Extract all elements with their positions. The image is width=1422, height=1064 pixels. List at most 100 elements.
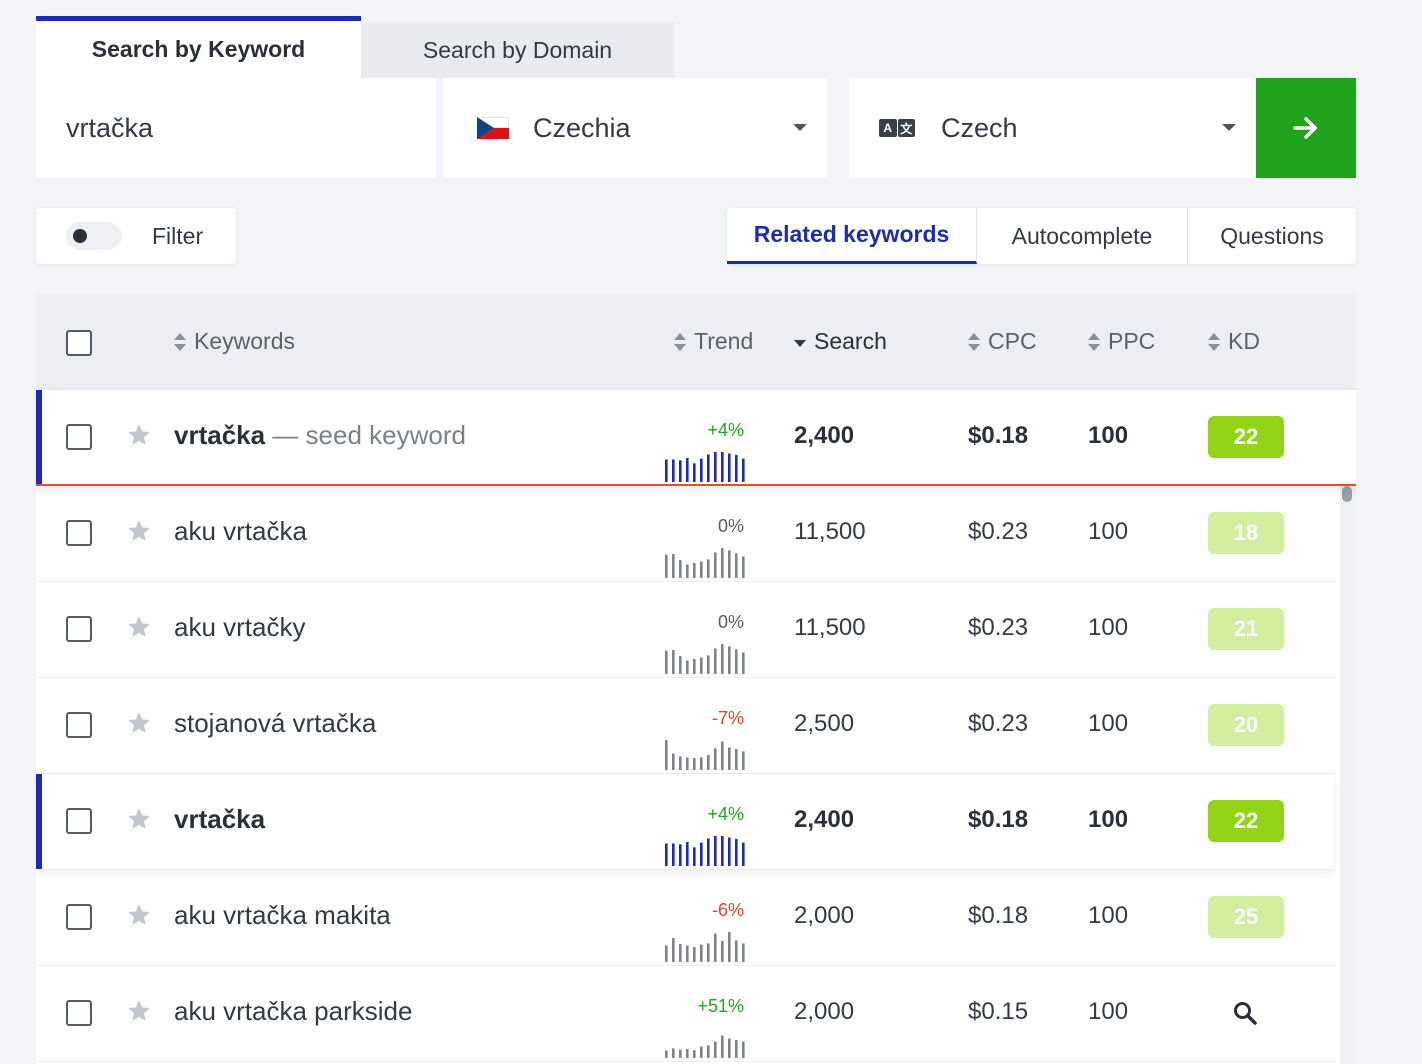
search-volume: 2,000 bbox=[794, 998, 855, 1025]
seed-keyword-row[interactable]: vrtačka — seed keyword +4% 2,400 $0.18 100 22 bbox=[36, 390, 1356, 486]
search-volume: 2,500 bbox=[794, 710, 855, 737]
row-checkbox[interactable] bbox=[66, 808, 92, 834]
trend-bar bbox=[700, 561, 703, 578]
tab-search-by-domain[interactable]: Search by Domain bbox=[361, 22, 674, 78]
star-icon[interactable] bbox=[126, 422, 152, 448]
table-row[interactable]: stojanová vrtačka -7% 2,500 $0.23 100 20 bbox=[36, 678, 1334, 774]
trend-bar bbox=[686, 757, 689, 770]
tab-autocomplete[interactable]: Autocomplete bbox=[977, 208, 1188, 264]
keyword-mode-tabs: Related keywords Autocomplete Questions bbox=[727, 208, 1356, 264]
trend-bar bbox=[721, 941, 724, 962]
trend-bar bbox=[714, 552, 717, 578]
sort-descending-icon bbox=[794, 340, 806, 347]
table-row[interactable]: aku vrtačka makita -6% 2,000 $0.18 100 25 bbox=[36, 870, 1334, 966]
row-checkbox[interactable] bbox=[66, 520, 92, 546]
trend-bar bbox=[700, 757, 703, 770]
trend-bar bbox=[693, 659, 696, 674]
tab-questions[interactable]: Questions bbox=[1220, 222, 1324, 249]
table-row[interactable]: aku vrtačky 0% 11,500 $0.23 100 21 bbox=[36, 582, 1334, 678]
search-volume: 11,500 bbox=[794, 518, 866, 545]
column-header-cpc[interactable]: CPC bbox=[968, 328, 1037, 355]
search-volume: 2,000 bbox=[794, 902, 855, 929]
cpc-value: $0.18 bbox=[968, 422, 1029, 449]
trend-bar bbox=[721, 741, 724, 770]
trend-percent: -6% bbox=[711, 900, 744, 920]
star-icon[interactable] bbox=[126, 902, 152, 928]
column-header-search[interactable]: Search bbox=[794, 328, 887, 355]
trend-bar bbox=[707, 655, 710, 674]
trend-bar bbox=[735, 455, 738, 482]
table-scrollbar[interactable] bbox=[1340, 486, 1356, 1064]
star-icon[interactable] bbox=[126, 614, 152, 640]
trend-bar bbox=[728, 550, 731, 578]
trend-bar bbox=[665, 945, 668, 962]
kd-badge: 22 bbox=[1208, 416, 1284, 458]
trend-bar bbox=[686, 564, 689, 578]
trend-bar bbox=[679, 844, 682, 866]
filter-toggle[interactable] bbox=[66, 222, 122, 250]
country-select[interactable]: Czechia bbox=[443, 78, 827, 178]
keyword-text[interactable]: aku vrtačka parkside bbox=[174, 996, 413, 1026]
column-header-trend[interactable]: Trend bbox=[674, 328, 753, 355]
keyword-text[interactable]: aku vrtačka makita bbox=[174, 900, 391, 930]
ppc-value: 100 bbox=[1088, 998, 1129, 1025]
star-icon[interactable] bbox=[126, 806, 152, 832]
kd-badge: 20 bbox=[1208, 704, 1284, 746]
row-checkbox[interactable] bbox=[66, 1000, 92, 1026]
tab-search-by-keyword[interactable]: Search by Keyword bbox=[36, 16, 361, 78]
search-submit-button[interactable] bbox=[1256, 78, 1356, 178]
trend-bar bbox=[714, 648, 717, 674]
star-icon[interactable] bbox=[126, 518, 152, 544]
table-header: Keywords Trend Search CPC PPC KD bbox=[36, 294, 1356, 390]
row-checkbox[interactable] bbox=[66, 616, 92, 642]
table-scrollbar-thumb[interactable] bbox=[1342, 486, 1352, 502]
trend-bar bbox=[735, 649, 738, 674]
table-row[interactable]: aku vrtačka parkside +51% 2,000 $0.15 100 bbox=[36, 966, 1334, 1062]
trend-bar bbox=[742, 652, 745, 674]
trend-bar bbox=[728, 747, 731, 770]
keyword-text[interactable]: vrtačka — seed keyword bbox=[174, 420, 466, 450]
trend-bar bbox=[665, 740, 668, 770]
trend-sparkline bbox=[665, 1035, 745, 1058]
tab-related-keywords[interactable]: Related keywords bbox=[727, 208, 977, 264]
kd-badge: 21 bbox=[1208, 608, 1284, 650]
trend-sparkline bbox=[665, 740, 745, 770]
keyword-text[interactable]: aku vrtačky bbox=[174, 612, 306, 642]
keyword-input[interactable]: vrtačka bbox=[36, 78, 436, 178]
search-icon[interactable] bbox=[1232, 1000, 1258, 1026]
trend-bar bbox=[707, 755, 710, 770]
column-header-ppc[interactable]: PPC bbox=[1088, 328, 1155, 355]
kd-badge: 18 bbox=[1208, 512, 1284, 554]
row-checkbox[interactable] bbox=[66, 904, 92, 930]
trend-percent: -7% bbox=[711, 708, 744, 728]
select-all-checkbox[interactable] bbox=[66, 330, 92, 356]
keyword-text[interactable]: vrtačka bbox=[174, 804, 266, 834]
trend-bar bbox=[693, 847, 696, 866]
ppc-value: 100 bbox=[1088, 614, 1129, 641]
trend-bar bbox=[693, 758, 696, 770]
trend-bar bbox=[735, 749, 738, 770]
keyword-text[interactable]: aku vrtačka bbox=[174, 516, 307, 546]
trend-sparkline bbox=[665, 836, 745, 866]
column-header-keywords[interactable]: Keywords bbox=[174, 328, 295, 355]
row-checkbox[interactable] bbox=[66, 424, 92, 450]
trend-bar bbox=[721, 836, 724, 866]
row-checkbox[interactable] bbox=[66, 712, 92, 738]
star-icon[interactable] bbox=[126, 710, 152, 736]
table-row[interactable]: vrtačka +4% 2,400 $0.18 100 22 bbox=[36, 774, 1334, 870]
ppc-value: 100 bbox=[1088, 902, 1129, 929]
table-row[interactable]: aku vrtačka 0% 11,500 $0.23 100 18 bbox=[36, 486, 1334, 582]
star-icon[interactable] bbox=[126, 998, 152, 1024]
trend-bar bbox=[742, 842, 745, 866]
trend-bar bbox=[721, 644, 724, 674]
trend-bar bbox=[679, 460, 682, 482]
trend-bar bbox=[707, 1045, 710, 1058]
trend-bar bbox=[672, 843, 675, 866]
ppc-value: 100 bbox=[1088, 422, 1129, 449]
keyword-text[interactable]: stojanová vrtačka bbox=[174, 708, 377, 738]
column-header-kd[interactable]: KD bbox=[1208, 328, 1260, 355]
sort-icon bbox=[174, 332, 186, 351]
search-volume: 2,400 bbox=[794, 806, 855, 833]
trend-bar bbox=[686, 660, 689, 674]
